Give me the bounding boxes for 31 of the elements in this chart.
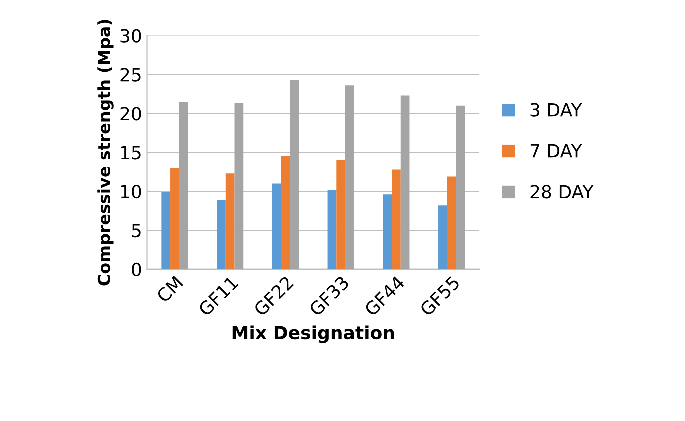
- y-tick-label: 10: [121, 185, 142, 199]
- x-axis-title: Mix Designation: [232, 326, 394, 344]
- y-tick-label: 25: [120, 68, 141, 82]
- bar: [392, 170, 401, 270]
- bar: [447, 176, 456, 270]
- bar: [179, 102, 188, 270]
- bar: [162, 192, 171, 270]
- legend-label: 7 DAY: [530, 144, 582, 158]
- y-tick-label: 15: [121, 146, 141, 160]
- bar: [438, 206, 448, 270]
- bar: [290, 80, 299, 270]
- bar: [346, 86, 354, 270]
- bar: [383, 194, 392, 270]
- bar: [272, 184, 282, 270]
- y-tick-label: 30: [120, 29, 142, 43]
- bar: [456, 106, 466, 270]
- bar: [336, 160, 346, 270]
- bar: [226, 174, 235, 270]
- bar: [217, 200, 226, 270]
- bar: [400, 96, 410, 270]
- y-tick-label: 0: [132, 262, 142, 277]
- x-tick-label: CM: [156, 276, 184, 304]
- bar: [328, 190, 337, 270]
- legend-label: 28 DAY: [530, 185, 594, 199]
- y-tick-label: 20: [120, 107, 142, 121]
- bar: [234, 104, 244, 270]
- legend-label: 3 DAY: [530, 103, 582, 117]
- y-tick-label: 5: [132, 224, 141, 238]
- y-axis-title: Compressive strength (Mpa): [98, 20, 114, 286]
- bar: [170, 168, 180, 270]
- bar: [281, 156, 290, 270]
